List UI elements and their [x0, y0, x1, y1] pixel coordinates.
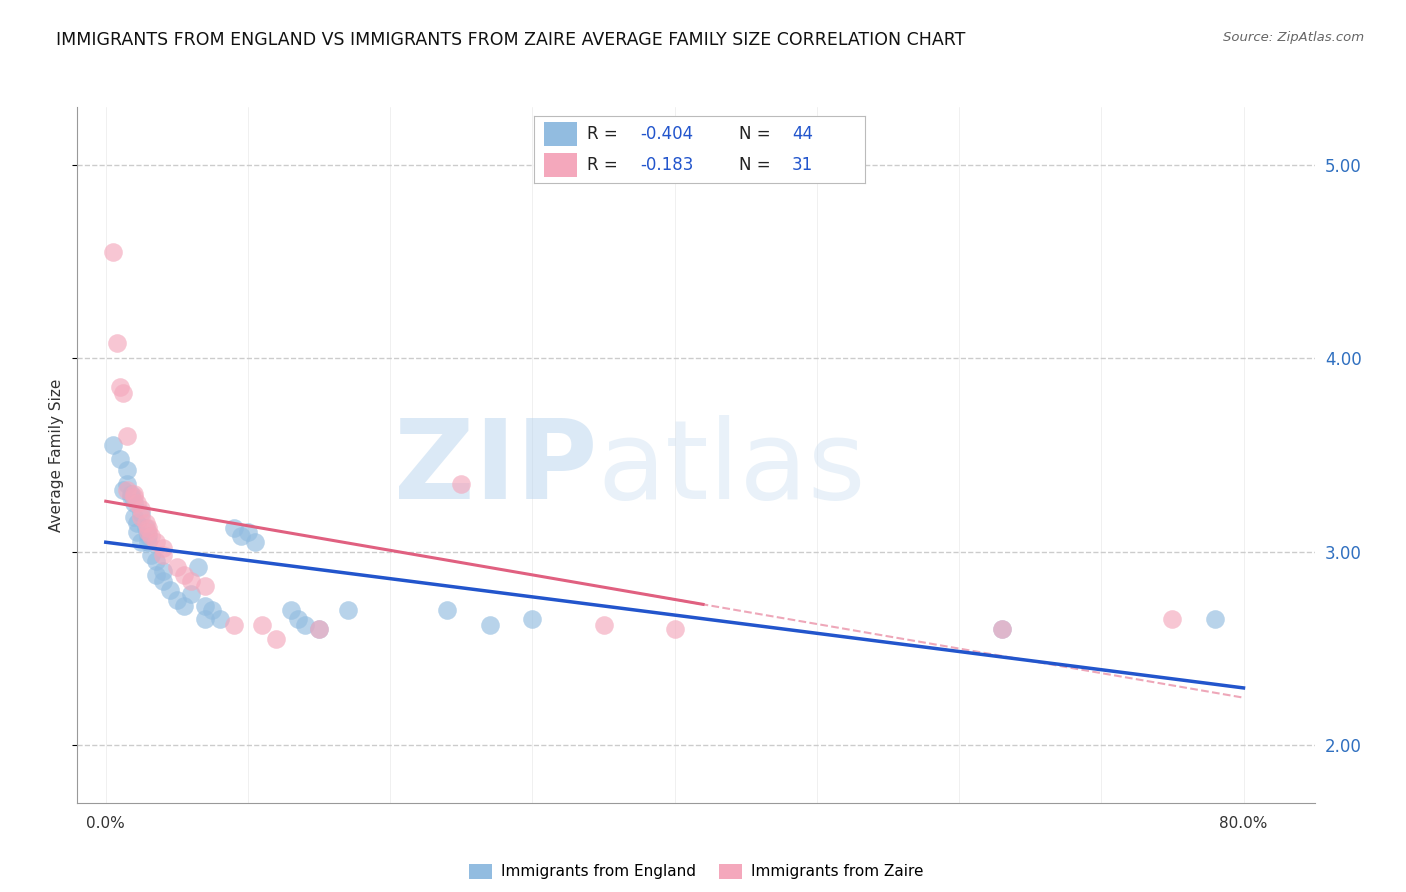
Point	[108, 380, 131, 394]
Point	[194, 579, 217, 593]
Point	[120, 491, 142, 505]
Point	[229, 529, 252, 543]
Y-axis label: Average Family Size: Average Family Size	[49, 378, 65, 532]
Text: N =: N =	[740, 125, 776, 143]
Point	[115, 463, 138, 477]
Point	[138, 525, 160, 540]
Point	[152, 564, 174, 578]
Point	[166, 592, 188, 607]
Point	[115, 483, 138, 497]
Text: atlas: atlas	[598, 416, 866, 523]
Text: Source: ZipAtlas.com: Source: ZipAtlas.com	[1223, 31, 1364, 45]
Point	[122, 496, 145, 510]
Point	[187, 560, 209, 574]
Point	[108, 451, 131, 466]
Point	[592, 618, 614, 632]
Bar	[544, 122, 578, 146]
Point	[664, 622, 686, 636]
Point	[990, 622, 1012, 636]
Point	[243, 534, 266, 549]
Point	[450, 476, 472, 491]
Point	[194, 612, 217, 626]
Text: -0.183: -0.183	[640, 156, 693, 174]
Point	[138, 521, 160, 535]
Point	[222, 521, 245, 535]
Bar	[544, 153, 578, 177]
Point	[122, 509, 145, 524]
Point	[159, 583, 181, 598]
Point	[173, 599, 195, 613]
Point	[266, 632, 288, 646]
Point	[131, 509, 153, 524]
Point	[111, 386, 134, 401]
Text: IMMIGRANTS FROM ENGLAND VS IMMIGRANTS FROM ZAIRE AVERAGE FAMILY SIZE CORRELATION: IMMIGRANTS FROM ENGLAND VS IMMIGRANTS FR…	[56, 31, 966, 49]
Point	[201, 602, 224, 616]
Text: 44: 44	[792, 125, 813, 143]
Point	[436, 602, 458, 616]
Point	[990, 622, 1012, 636]
Point	[287, 612, 309, 626]
Point	[294, 618, 316, 632]
Point	[152, 549, 174, 563]
Point	[308, 622, 330, 636]
Point	[1161, 612, 1184, 626]
Point	[120, 486, 142, 500]
Point	[115, 476, 138, 491]
Text: 31: 31	[792, 156, 813, 174]
Text: R =: R =	[588, 125, 623, 143]
Point	[115, 428, 138, 442]
Point	[478, 618, 501, 632]
Point	[145, 554, 167, 568]
Point	[208, 612, 231, 626]
Point	[180, 587, 202, 601]
Point	[180, 574, 202, 588]
Point	[145, 534, 167, 549]
Point	[250, 618, 273, 632]
Point	[138, 529, 160, 543]
Point	[280, 602, 302, 616]
Point	[194, 599, 217, 613]
Point	[135, 521, 157, 535]
Point	[222, 618, 245, 632]
Text: -0.404: -0.404	[640, 125, 693, 143]
Point	[122, 486, 145, 500]
Point	[105, 335, 128, 350]
Point	[1204, 612, 1226, 626]
Point	[522, 612, 544, 626]
Point	[141, 529, 163, 543]
Point	[135, 516, 157, 530]
Text: ZIP: ZIP	[394, 416, 598, 523]
Point	[166, 560, 188, 574]
Point	[131, 502, 153, 516]
Point	[101, 438, 124, 452]
Point	[152, 574, 174, 588]
Point	[125, 516, 148, 530]
Point	[236, 525, 259, 540]
Point	[145, 567, 167, 582]
Point	[308, 622, 330, 636]
Point	[336, 602, 359, 616]
Point	[152, 541, 174, 555]
Point	[131, 506, 153, 520]
Point	[125, 496, 148, 510]
Point	[101, 244, 124, 259]
Text: N =: N =	[740, 156, 776, 174]
Point	[111, 483, 134, 497]
Point	[131, 534, 153, 549]
Point	[141, 549, 163, 563]
Point	[173, 567, 195, 582]
Point	[122, 491, 145, 505]
Legend: Immigrants from England, Immigrants from Zaire: Immigrants from England, Immigrants from…	[463, 857, 929, 886]
Point	[125, 525, 148, 540]
Point	[138, 534, 160, 549]
Text: R =: R =	[588, 156, 623, 174]
